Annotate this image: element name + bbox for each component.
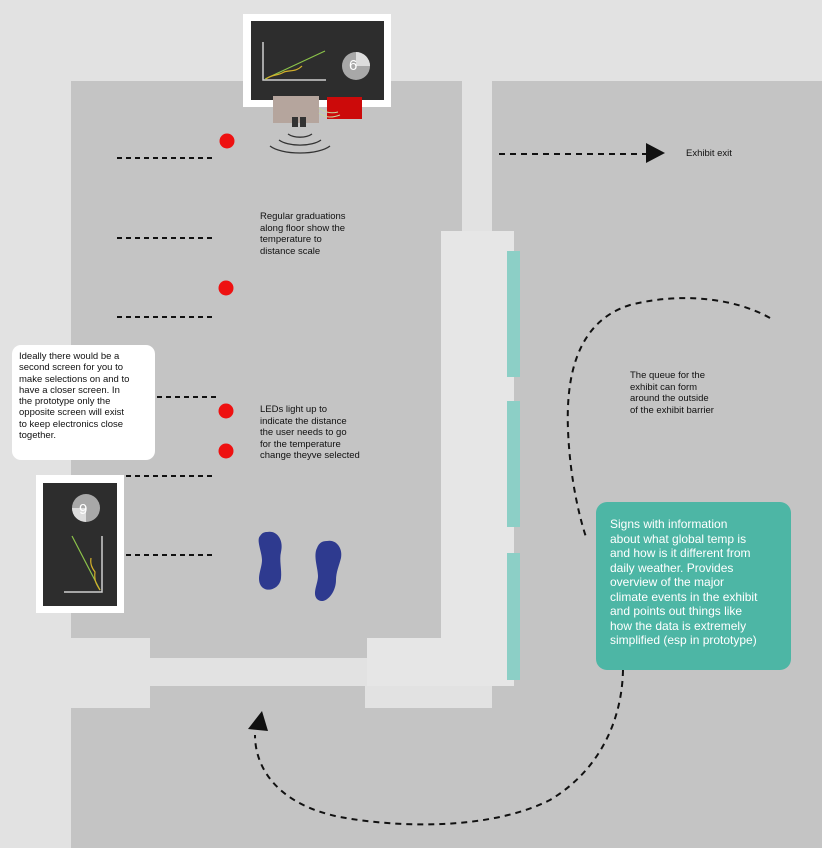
queue-note: The queue for the exhibit can form aroun… (630, 370, 714, 416)
exhibit-barrier-vertical (441, 231, 514, 686)
right-hall-floor (492, 81, 822, 848)
footprint-left (258, 531, 282, 590)
exhibit-exit-label: Exhibit exit (686, 148, 732, 159)
bottom-hall-floor (71, 708, 492, 848)
second-screen-callout: Ideally there would be a second screen f… (12, 345, 155, 460)
exhibit-barrier-corner (367, 638, 514, 686)
controller-box (327, 97, 362, 119)
second-screen-graph (64, 535, 103, 593)
sign-panel-3 (507, 553, 520, 680)
main-screen-dial (342, 52, 370, 80)
main-room-floor-lower (150, 638, 367, 658)
sign-panel-1 (507, 251, 520, 377)
footprint-right (315, 540, 342, 602)
second-screen-number: 6 (79, 500, 88, 517)
led-1 (219, 133, 235, 149)
sensor-eye-left (292, 117, 298, 127)
queue-arrow-icon (248, 711, 268, 731)
bottom-hall-floor-2 (150, 686, 365, 708)
sensor-waves-icon (269, 133, 331, 154)
queue-path-upper (566, 297, 771, 541)
main-screen-number: 6 (349, 57, 358, 74)
sign-panel-2 (507, 401, 520, 527)
led-3 (218, 403, 234, 419)
exit-arrow-icon (646, 143, 665, 163)
wires (318, 107, 341, 118)
sensor-eye-right (300, 117, 306, 127)
led-2 (218, 280, 234, 296)
main-screen-graph (262, 42, 326, 81)
leds-note: LEDs light up to indicate the distance t… (260, 404, 360, 461)
led-4 (218, 443, 234, 459)
graduations-note: Regular graduations along floor show the… (260, 211, 346, 257)
queue-path-lower (254, 669, 624, 826)
second-screen-dial (72, 494, 100, 522)
signs-info-box: Signs with information about what global… (596, 502, 791, 670)
